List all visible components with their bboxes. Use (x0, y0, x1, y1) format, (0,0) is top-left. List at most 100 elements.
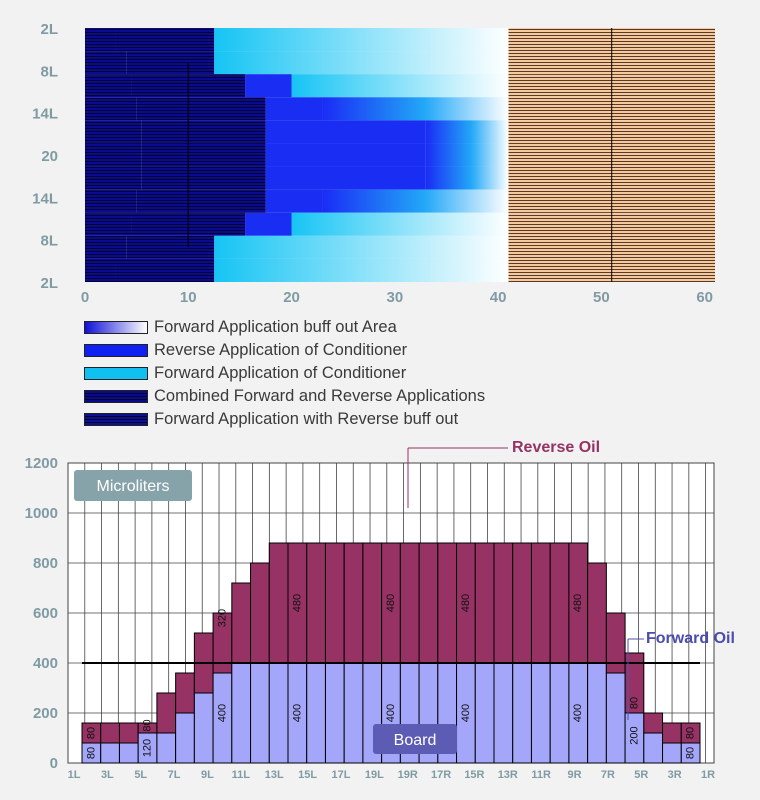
x-tick-label: 19L (365, 769, 384, 781)
board-badge (373, 724, 457, 754)
bar-value-label: 80 (685, 727, 697, 739)
x-tick-label: 13R (498, 769, 518, 781)
reverse-oil-bar (399, 542, 420, 664)
forward-oil-bar (643, 732, 664, 764)
legend-swatch (84, 344, 148, 357)
legend-item-forward: Forward Application of Conditioner (84, 362, 485, 385)
reverse-oil-bar (474, 542, 495, 664)
bar-value-label: 400 (385, 704, 397, 722)
y-tick-label: 1200 (25, 455, 58, 472)
reverse-oil-bar (250, 562, 270, 664)
buff-out-bar (291, 212, 509, 236)
bar-value-label: 400 (460, 704, 472, 722)
legend-label: Forward Application with Reverse buff ou… (154, 410, 459, 428)
forward-oil-bar (231, 662, 252, 764)
forward-oil-bar (605, 672, 626, 764)
legend-item-reverse-buff: Forward Application with Reverse buff ou… (84, 408, 485, 431)
combined-bar (136, 189, 266, 213)
forward-oil-bar (250, 662, 270, 764)
buff-out-bar (214, 51, 509, 75)
x-tick-label: 1L (68, 769, 81, 781)
reverse-conditioner-bar (245, 212, 292, 236)
reverse-oil-bar (605, 612, 626, 674)
bar-value-label: 80 (85, 727, 97, 739)
bar-value-label: 480 (385, 594, 397, 612)
combined-bar (115, 258, 215, 282)
bar-value-label: 80 (628, 697, 640, 709)
y-tick-label: 2L (40, 275, 58, 292)
bar-value-label: 80 (141, 719, 153, 731)
oil-volume-chart: 0 200 400 600 800 1000 1200 1L 3L 5L 7L 9L 11L 13L 15… (25, 440, 735, 781)
reverse-buff-bar (85, 97, 137, 121)
legend-label: Combined Forward and Reverse Application… (154, 387, 486, 405)
reverse-oil-bar (118, 722, 139, 744)
forward-oil-bar (100, 742, 120, 764)
board-label: Board (394, 732, 437, 749)
legend: Forward Application buff out Area Revers… (84, 316, 485, 431)
combined-bar (126, 51, 215, 75)
x-tick-label: 7L (168, 769, 181, 781)
bar-value-label: 400 (216, 704, 228, 722)
x-tick-label: 9L (201, 769, 214, 781)
reverse-buff-bar (85, 120, 142, 144)
x-tick-label: 19R (398, 769, 418, 781)
y-tick-label: 800 (33, 555, 58, 572)
reverse-oil-bar (100, 722, 120, 744)
buff-out-bar (425, 166, 509, 190)
x-tick-label: 20 (283, 289, 300, 306)
x-tick-label: 5R (634, 769, 648, 781)
bar-value-label: 480 (572, 594, 584, 612)
x-tick-label: 11R (531, 769, 551, 781)
x-tick-label: 30 (386, 289, 403, 306)
microliters-badge (74, 470, 192, 501)
legend-item-reverse: Reverse Application of Conditioner (84, 339, 485, 362)
reverse-conditioner-bar (265, 166, 426, 190)
reverse-oil-bar (512, 542, 532, 664)
x-tick-label: 11L (232, 769, 251, 781)
bar-value-label: 200 (628, 726, 640, 744)
y-tick-label: 14L (32, 190, 58, 207)
coverage-chart: 2L 8L 14L 20 14L 8L 2L 0 10 20 30 40 50 60 (32, 21, 715, 306)
bar-value-label: 320 (216, 609, 228, 627)
legend-item-buff-out: Forward Application buff out Area (84, 316, 485, 339)
reverse-buff-bar (85, 258, 116, 282)
reverse-conditioner-bar (265, 143, 426, 167)
reverse-buff-bar (85, 74, 132, 98)
y-tick-label: 1000 (25, 505, 58, 522)
x-tick-label: 13L (265, 769, 284, 781)
forward-oil-bar (175, 712, 195, 764)
forward-oil-annotation: Forward Oil (646, 630, 735, 647)
bar-value-label: 80 (85, 747, 97, 759)
reverse-oil-bar (324, 542, 345, 664)
forward-oil-bar (118, 742, 139, 764)
x-tick-label: 15R (464, 769, 484, 781)
forward-oil-bar (662, 742, 682, 764)
reverse-conditioner-bar (265, 189, 323, 213)
x-tick-label: 17R (431, 769, 451, 781)
reverse-buff-bar (85, 166, 142, 190)
buff-out-bar (322, 189, 509, 213)
bar-value-label: 80 (685, 747, 697, 759)
bar-value-label: 480 (291, 594, 303, 612)
reverse-oil-bar (624, 652, 645, 714)
x-tick-label: 15L (298, 769, 317, 781)
reverse-buff-bar (85, 28, 116, 52)
buff-out-bar (425, 120, 509, 144)
reverse-oil-bar (643, 712, 664, 734)
forward-oil-bar (156, 732, 177, 764)
bar-value-label: 480 (460, 594, 472, 612)
x-tick-label: 5L (134, 769, 147, 781)
legend-swatch (84, 367, 148, 380)
reverse-oil-bar (418, 542, 439, 664)
reverse-buff-bar (85, 189, 137, 213)
reverse-conditioner-bar (265, 120, 426, 144)
forward-oil-bar (549, 662, 570, 764)
reverse-conditioner-bar (265, 97, 323, 121)
y-tick-label: 600 (33, 605, 58, 622)
forward-oil-bar (493, 662, 514, 764)
reverse-oil-bar (549, 542, 570, 664)
reverse-oil-bar (343, 542, 364, 664)
reverse-oil-bar (587, 562, 607, 664)
x-tick-label: 1R (701, 769, 715, 781)
legend-swatch (84, 390, 148, 403)
